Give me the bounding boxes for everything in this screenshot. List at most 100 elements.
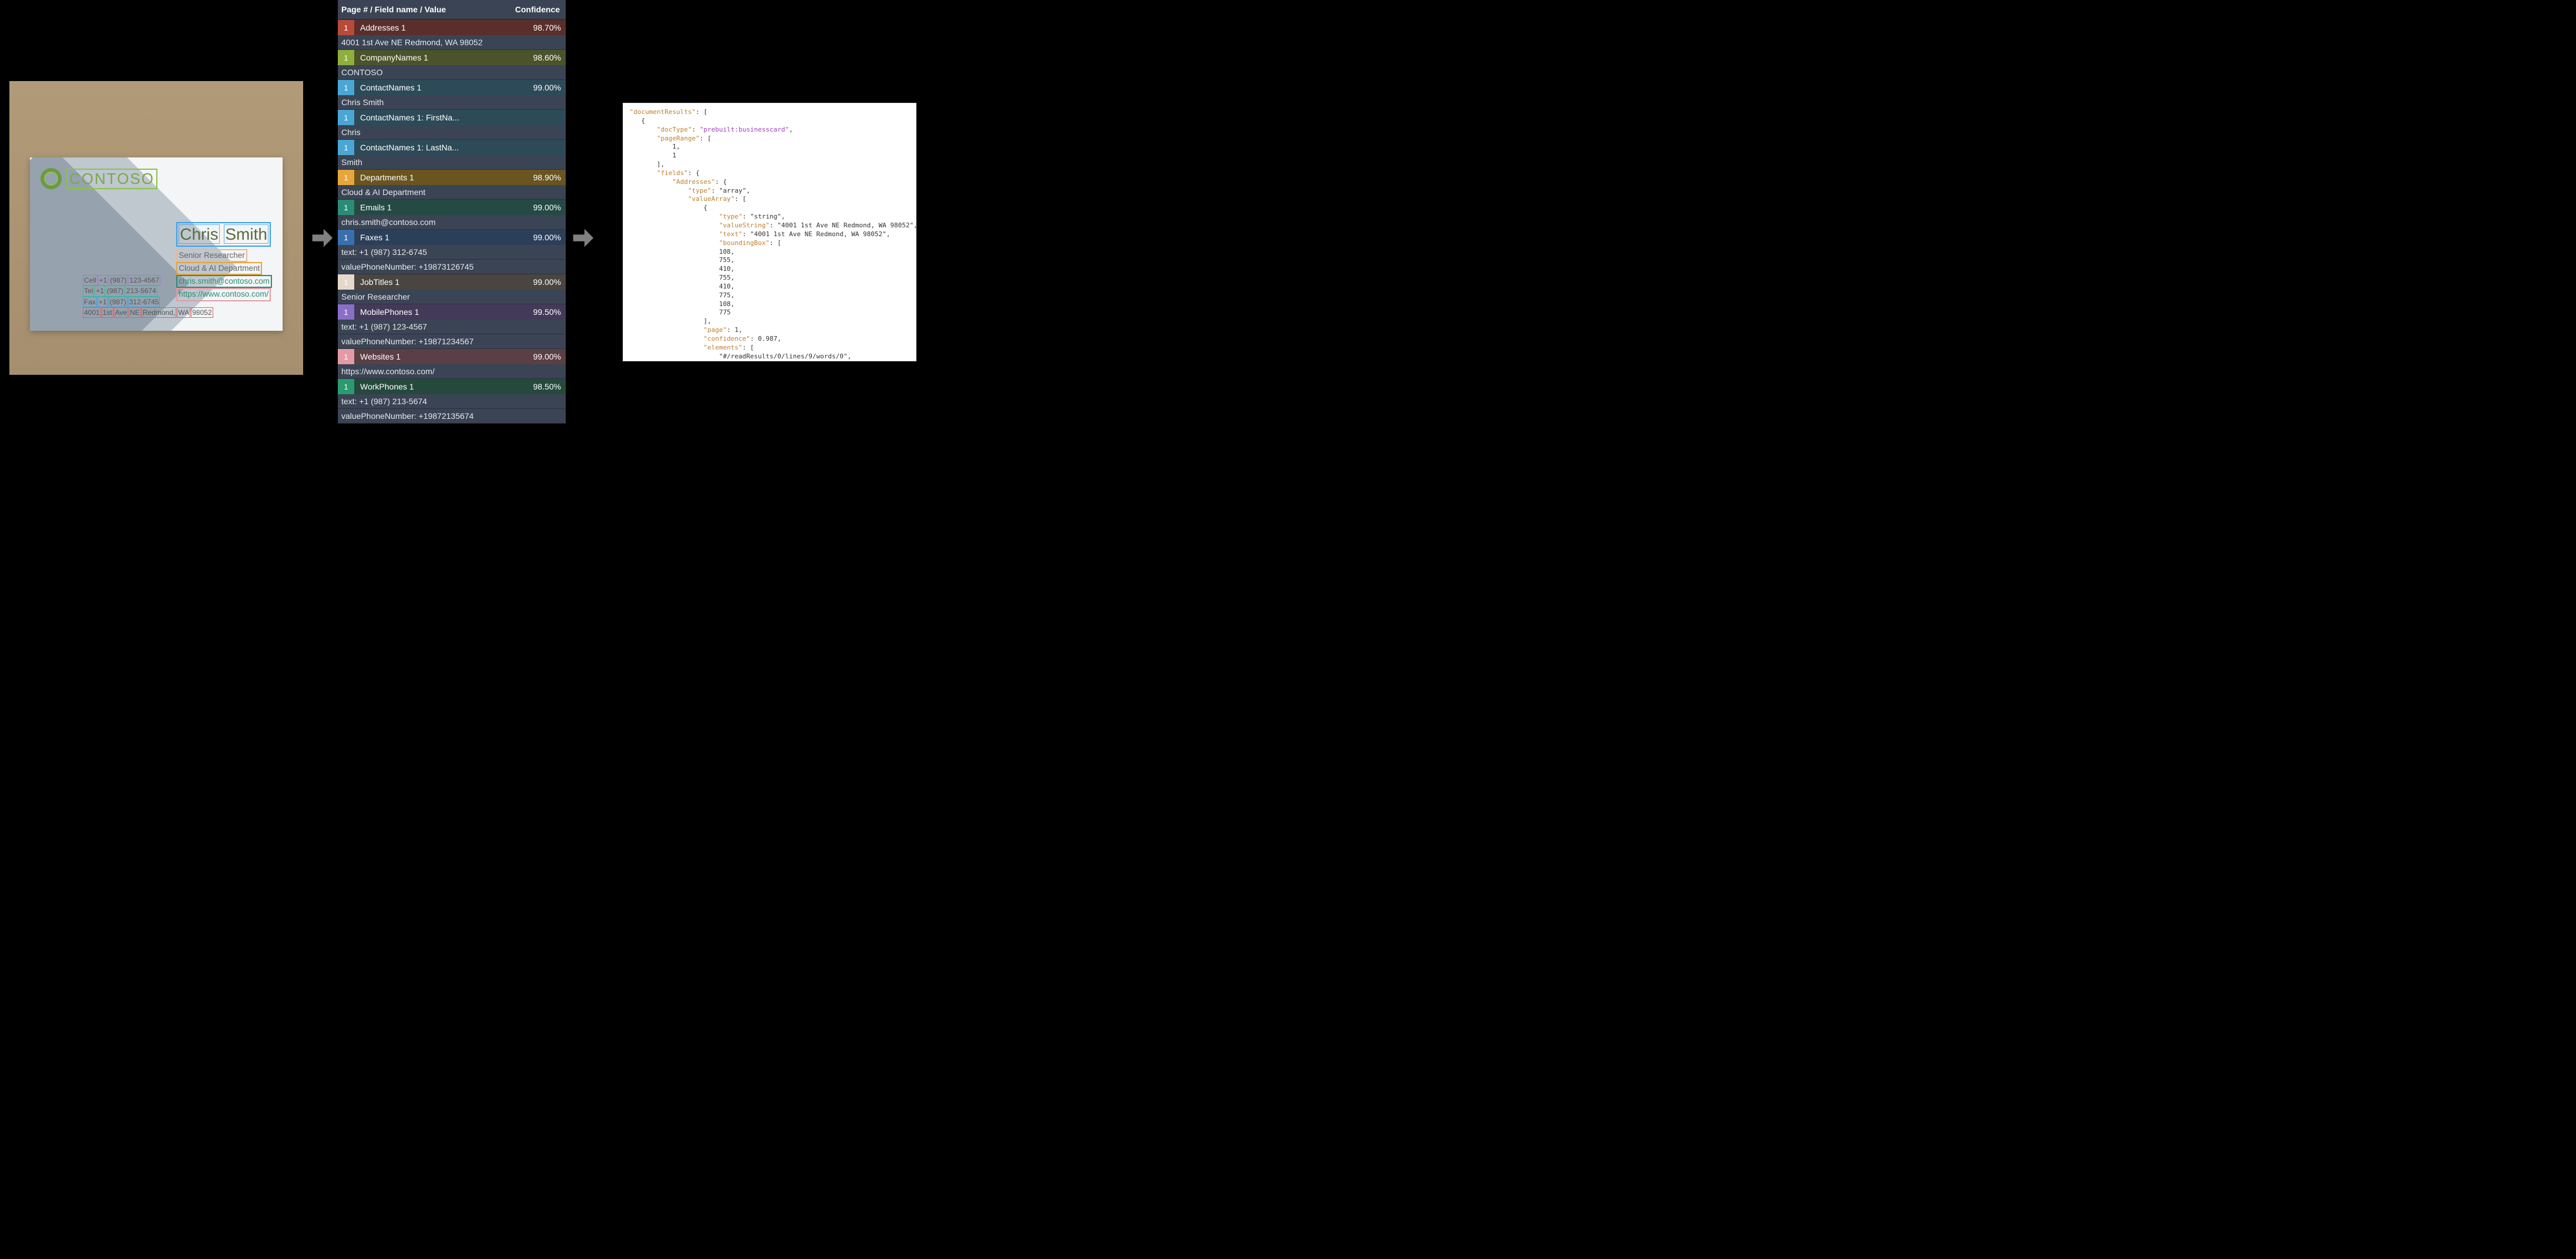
contact-name: Chris Smith <box>176 222 271 247</box>
confidence-value: 98.90% <box>533 173 566 182</box>
confidence-value: 99.00% <box>533 352 566 361</box>
business-card: CONTOSO Chris Smith Senior Researcher Cl… <box>30 157 283 331</box>
field-value: Cloud & AI Department <box>338 185 566 200</box>
ocr-word-box: 213-5674 <box>125 286 157 296</box>
confidence-value: 98.60% <box>533 53 566 62</box>
field-name: ContactNames 1 <box>354 83 533 92</box>
field-value: text: +1 (987) 123-4567 <box>338 320 566 334</box>
field-value: Chris Smith <box>338 95 566 110</box>
field-value: text: +1 (987) 213-5674 <box>338 394 566 409</box>
fax-phone-row: Fax+1(987)312-6745 <box>83 297 214 307</box>
work-phone-row: Tel+1(987)213-5674 <box>83 286 214 296</box>
field-value: text: +1 (987) 312-6745 <box>338 245 566 260</box>
ocr-word-box: Ave <box>114 307 128 318</box>
field-value: Senior Researcher <box>338 290 566 304</box>
page-badge: 1 <box>338 349 354 364</box>
field-row[interactable]: 1Faxes 199.00% <box>338 230 566 245</box>
field-value: CONTOSO <box>338 65 566 80</box>
page-badge: 1 <box>338 20 354 35</box>
ocr-word-box: 98052 <box>191 307 213 318</box>
business-card-panel: CONTOSO Chris Smith Senior Researcher Cl… <box>9 81 303 375</box>
field-value: Smith <box>338 155 566 170</box>
ocr-word-box: 1st <box>102 307 113 318</box>
confidence-value: 99.50% <box>533 307 566 317</box>
ocr-word-box: (987) <box>106 286 125 296</box>
ocr-word-box: 312-6745 <box>128 297 160 307</box>
json-code: "documentResults": [ { "docType": "prebu… <box>626 108 913 361</box>
job-title: Senior Researcher <box>176 249 247 262</box>
logo-row: CONTOSO <box>41 168 157 189</box>
field-name: WorkPhones 1 <box>354 382 533 391</box>
field-name: Departments 1 <box>354 173 533 182</box>
confidence-value: 99.00% <box>533 83 566 92</box>
results-body: 1Addresses 198.70%4001 1st Ave NE Redmon… <box>338 20 566 424</box>
field-name: CompanyNames 1 <box>354 53 533 62</box>
field-value: 4001 1st Ave NE Redmond, WA 98052 <box>338 35 566 50</box>
field-row[interactable]: 1Emails 199.00% <box>338 200 566 215</box>
field-name: ContactNames 1: FirstNa... <box>354 113 561 122</box>
page-badge: 1 <box>338 304 354 320</box>
field-value: https://www.contoso.com/ <box>338 364 566 379</box>
field-name: MobilePhones 1 <box>354 307 533 317</box>
field-row[interactable]: 1CompanyNames 198.60% <box>338 50 566 65</box>
field-row[interactable]: 1Departments 198.90% <box>338 170 566 185</box>
page-badge: 1 <box>338 200 354 215</box>
field-row[interactable]: 1Websites 199.00% <box>338 349 566 364</box>
field-name: Faxes 1 <box>354 233 533 242</box>
arrow-right-icon <box>569 224 596 251</box>
field-value: valuePhoneNumber: +19872135674 <box>338 409 566 424</box>
page-badge: 1 <box>338 80 354 95</box>
mobile-phone-row: Cell+1(987)123-4567 <box>83 275 214 286</box>
confidence-value: 98.50% <box>533 382 566 391</box>
page-badge: 1 <box>338 110 354 125</box>
phone-address-block: Cell+1(987)123-4567 Tel+1(987)213-5674 F… <box>83 275 214 318</box>
ocr-word-box: (987) <box>109 297 127 307</box>
confidence-value: 98.70% <box>533 23 566 32</box>
field-row[interactable]: 1ContactNames 1: LastNa... <box>338 140 566 155</box>
field-row[interactable]: 1WorkPhones 198.50% <box>338 379 566 394</box>
field-name: Emails 1 <box>354 203 533 212</box>
page-badge: 1 <box>338 140 354 155</box>
field-value: valuePhoneNumber: +19873126745 <box>338 260 566 274</box>
page-badge: 1 <box>338 50 354 65</box>
first-name: Chris <box>179 224 219 244</box>
field-name: ContactNames 1: LastNa... <box>354 143 561 152</box>
arrow-right-icon <box>308 224 335 251</box>
field-row[interactable]: 1MobilePhones 199.50% <box>338 304 566 320</box>
confidence-value: 99.00% <box>533 277 566 287</box>
ocr-word-box: Tel <box>83 286 94 296</box>
ocr-word-box: +1 <box>98 275 109 286</box>
results-header: Page # / Field name / Value Confidence <box>338 0 566 20</box>
ocr-word-box: Fax <box>83 297 97 307</box>
header-right: Confidence <box>515 5 560 14</box>
last-name: Smith <box>224 224 268 244</box>
field-row[interactable]: 1ContactNames 199.00% <box>338 80 566 95</box>
field-row[interactable]: 1JobTitles 199.00% <box>338 274 566 290</box>
field-name: JobTitles 1 <box>354 277 533 287</box>
field-value: Chris <box>338 125 566 140</box>
stage: CONTOSO Chris Smith Senior Researcher Cl… <box>0 0 922 451</box>
json-panel: "documentResults": [ { "docType": "prebu… <box>623 103 916 361</box>
ocr-word-box: 123-4567 <box>128 275 160 286</box>
ocr-word-box: Redmond, <box>142 307 176 318</box>
field-value: valuePhoneNumber: +19871234567 <box>338 334 566 349</box>
ocr-word-box: WA <box>177 307 190 318</box>
results-panel: Page # / Field name / Value Confidence 1… <box>338 0 566 424</box>
company-name: CONTOSO <box>66 169 157 189</box>
ocr-word-box: +1 <box>95 286 105 296</box>
ocr-word-box: +1 <box>98 297 108 307</box>
confidence-value: 99.00% <box>533 233 566 242</box>
page-badge: 1 <box>338 274 354 290</box>
page-badge: 1 <box>338 230 354 245</box>
ocr-word-box: NE <box>129 307 141 318</box>
field-row[interactable]: 1Addresses 198.70% <box>338 20 566 35</box>
department: Cloud & AI Department <box>176 262 262 275</box>
field-name: Addresses 1 <box>354 23 533 32</box>
page-badge: 1 <box>338 170 354 185</box>
confidence-value: 99.00% <box>533 203 566 212</box>
ocr-word-box: (987) <box>109 275 127 286</box>
ocr-word-box: 4001 <box>83 307 101 318</box>
logo-icon <box>41 168 62 189</box>
field-value: chris.smith@contoso.com <box>338 215 566 230</box>
field-row[interactable]: 1ContactNames 1: FirstNa... <box>338 110 566 125</box>
